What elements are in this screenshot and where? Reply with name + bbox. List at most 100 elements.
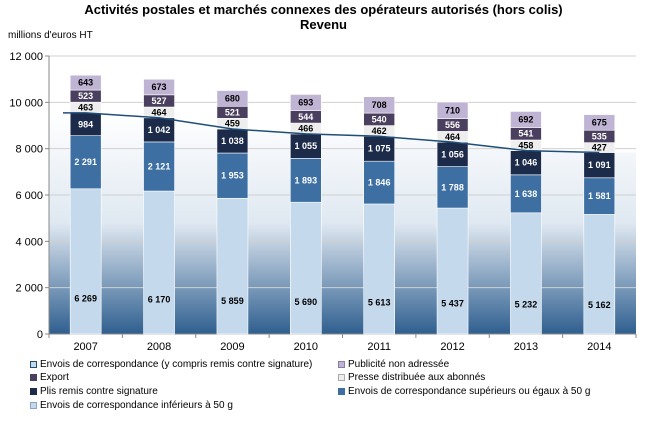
bar-segment (290, 133, 322, 159)
data-label: 1 091 (588, 160, 611, 170)
legend-label: Envois de correspondance (y compris remi… (40, 359, 313, 370)
data-label: 540 (372, 114, 387, 124)
series-line (63, 112, 600, 154)
bar-segment (363, 160, 395, 205)
data-label: 458 (518, 140, 533, 150)
legend-swatch (338, 360, 345, 368)
legend-item-correspondence-total: Envois de correspondance (y compris remi… (30, 359, 312, 371)
x-tick-label: 2013 (514, 341, 538, 352)
bar-segment (436, 166, 469, 209)
legend-swatch (30, 373, 37, 381)
legend: Envois de correspondance (y compris remi… (0, 352, 647, 421)
legend-swatch (30, 401, 37, 409)
legend-item-export: Export (30, 372, 69, 384)
data-label: 464 (445, 132, 460, 142)
data-label: 710 (445, 105, 460, 115)
bar-segment (583, 114, 616, 131)
data-label: 544 (298, 112, 313, 122)
data-label: 5 232 (515, 300, 538, 310)
legend-swatch (338, 373, 345, 381)
y-tick-label: 4 000 (15, 236, 43, 248)
data-label: 2 121 (148, 161, 171, 171)
chart-subtitle: Revenu (300, 17, 347, 32)
data-label: 5 859 (221, 296, 244, 306)
line-layer (63, 112, 600, 154)
bar-segment (290, 158, 322, 203)
legend-item-unaddressed-ads: Publicité non adressée (338, 359, 449, 371)
bar-segment (216, 128, 249, 154)
data-label: 675 (592, 117, 607, 127)
bar-segment (583, 177, 616, 215)
y-tick-label: 0 (37, 329, 43, 341)
bar-segment (363, 135, 395, 162)
data-label: 556 (445, 120, 460, 130)
data-label: 1 046 (515, 158, 538, 168)
data-label: 1 788 (441, 182, 464, 192)
bar-segment (583, 152, 616, 179)
bar-segment (143, 141, 175, 192)
legend-item-correspondence-over-50g: Envois de correspondance supérieurs ou é… (338, 386, 590, 398)
bar-segment (216, 152, 249, 199)
data-label: 459 (225, 119, 240, 129)
x-tick-label: 2009 (220, 341, 244, 352)
bar-segment (510, 111, 542, 128)
bar-segment (69, 135, 102, 190)
bar-segment (143, 190, 175, 335)
legend-item-correspondence-under-50g: Envois de correspondance inférieurs à 50… (30, 400, 233, 412)
bar-segment (510, 174, 542, 214)
bar-segment (143, 78, 175, 96)
data-label: 521 (225, 107, 240, 117)
y-tick-label: 10 000 (9, 97, 43, 109)
bar-segment (510, 212, 542, 335)
data-label: 6 269 (74, 294, 97, 304)
data-label: 1 846 (368, 178, 391, 188)
data-label: 2 291 (74, 157, 97, 167)
data-label: 6 170 (148, 294, 171, 304)
correspondence-area-layer (49, 112, 636, 334)
legend-label: Plis remis contre signature (40, 386, 158, 397)
x-tick-label: 2010 (294, 341, 318, 352)
x-tick-label: 2012 (440, 341, 464, 352)
bar-segment (290, 201, 322, 335)
y-axis-label: millions d'euros HT (8, 30, 93, 41)
stacked-bar-chart: 6 269 2 291 984 463 523 643 6 170 2 121 1 042 464… (9, 51, 637, 352)
data-label: 523 (78, 91, 93, 101)
legend-label: Presse distribuée aux abonnés (348, 372, 486, 383)
legend-label: Envois de correspondance inférieurs à 50… (40, 400, 233, 411)
y-tick-label: 8 000 (15, 144, 43, 156)
data-label: 1 638 (515, 189, 538, 199)
x-tick-label: 2007 (73, 341, 97, 352)
axes-layer: 0 2 000 4 000 6 000 8 000 10 000 12 000 2007 200… (9, 51, 637, 352)
data-label: 1 075 (368, 144, 391, 154)
data-label: 692 (518, 114, 533, 124)
y-tick-label: 2 000 (15, 283, 43, 295)
legend-item-press: Presse distribuée aux abonnés (338, 372, 485, 384)
legend-label: Publicité non adressée (348, 359, 450, 370)
data-label: 463 (78, 103, 93, 113)
data-label: 464 (152, 107, 167, 117)
x-tick-label: 2008 (147, 341, 171, 352)
bar-segment (436, 207, 469, 335)
data-label: 1 055 (295, 141, 318, 151)
data-label: 673 (152, 82, 167, 92)
data-label: 527 (152, 96, 167, 106)
bar-segment (436, 101, 469, 119)
bar-segment (69, 188, 102, 335)
data-label: 1 038 (221, 136, 244, 146)
data-label: 462 (372, 126, 387, 136)
chart-title: Activités postales et marchés connexes d… (84, 2, 563, 17)
data-label: 1 042 (148, 125, 171, 135)
y-tick-label: 12 000 (9, 51, 43, 63)
legend-label: Envois de correspondance supérieurs ou é… (348, 386, 591, 397)
data-label: 693 (298, 97, 313, 107)
data-label: 708 (372, 100, 387, 110)
bar-segment (216, 90, 249, 107)
bar-segment (69, 74, 102, 91)
correspondence-area (49, 112, 636, 334)
data-label: 427 (592, 143, 607, 153)
bar-segment (436, 141, 469, 167)
data-label: 5 690 (295, 297, 318, 307)
legend-swatch (30, 360, 37, 368)
legend-item-signed-mail: Plis remis contre signature (30, 386, 158, 398)
data-label: 5 437 (441, 299, 464, 309)
